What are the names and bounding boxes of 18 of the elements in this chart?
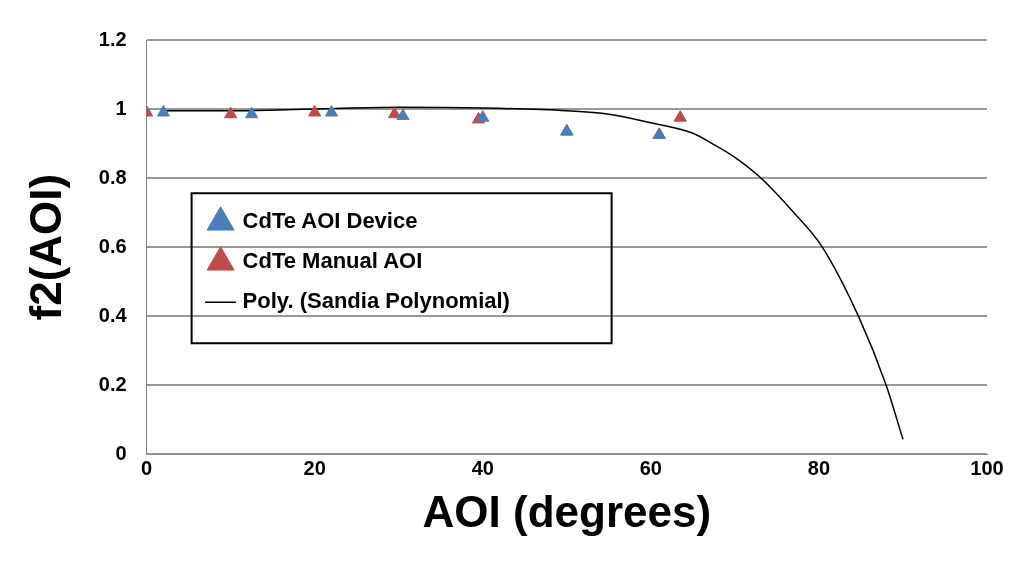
y-tick-label: 1 [115,96,127,119]
x-tick-label: 60 [639,456,662,479]
y-tick-label: 0.4 [98,303,128,326]
legend-label: CdTe AOI Device [242,208,418,234]
y-axis-title: f2(AOI) [20,173,70,321]
x-tick-label: 100 [970,456,1004,479]
x-tick-label: 0 [141,456,153,479]
y-tick-label: 0 [115,441,127,464]
y-tick-label: 0.2 [98,372,127,395]
x-tick-label: 40 [471,456,494,479]
legend-label: Poly. (Sandia Polynomial) [242,288,510,314]
x-axis-title: AOI (degrees) [422,486,712,536]
legend-label: CdTe Manual AOI [242,248,423,274]
y-tick-label: 1.2 [98,27,127,50]
y-tick-label: 0.8 [98,165,127,188]
x-tick-label: 20 [303,456,326,479]
y-tick-label: 0.6 [98,234,127,257]
x-tick-label: 80 [807,456,831,479]
